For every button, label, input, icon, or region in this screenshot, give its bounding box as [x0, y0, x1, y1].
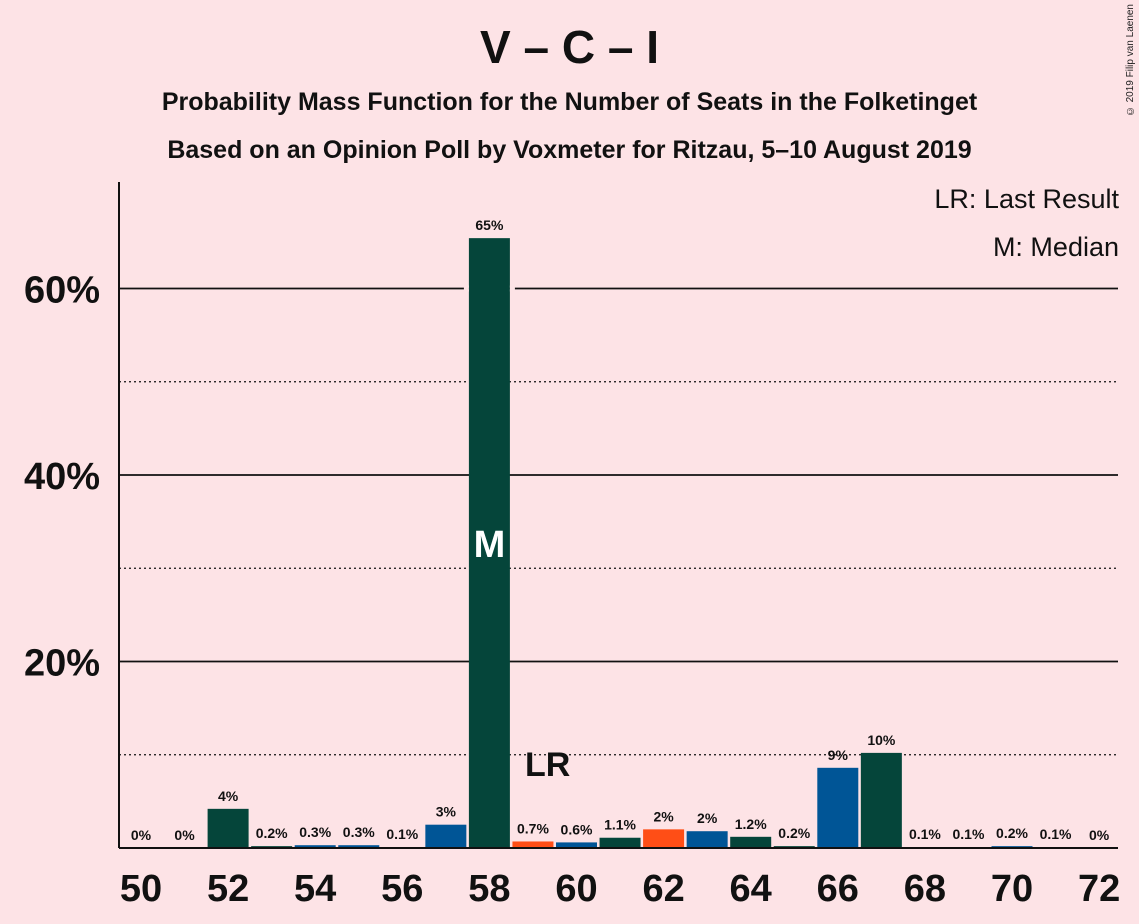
bar: [599, 837, 641, 848]
x-tick-label: 66: [817, 868, 859, 910]
data-label: 9%: [828, 747, 849, 763]
x-tick-label: 64: [730, 868, 772, 910]
data-label: 0%: [174, 827, 195, 843]
x-tick-label: 68: [904, 868, 946, 910]
bar: [730, 836, 772, 848]
data-label: 3%: [436, 804, 457, 820]
chart-title: V – C – I: [480, 21, 659, 73]
data-label: 0%: [1089, 827, 1110, 843]
median-gap: [463, 285, 469, 292]
x-tick-label: 50: [120, 868, 162, 910]
bar: [294, 845, 336, 848]
data-label: 65%: [475, 217, 504, 233]
y-tick-label: 20%: [24, 643, 100, 685]
bar: [468, 238, 510, 848]
bar: [643, 829, 685, 848]
data-label: 2%: [653, 808, 674, 824]
bar: [207, 808, 249, 848]
y-tick-label: 60%: [24, 270, 100, 312]
last-result-marker: LR: [525, 746, 570, 784]
data-label: 2%: [697, 810, 718, 826]
data-label: 0.2%: [256, 825, 288, 841]
data-label: 0.6%: [561, 821, 593, 837]
data-label: 1.2%: [735, 816, 767, 832]
data-label: 0.3%: [299, 824, 331, 840]
data-label: 0.2%: [996, 825, 1028, 841]
bar: [338, 845, 380, 848]
data-label: 0.3%: [343, 824, 375, 840]
x-tick-label: 56: [381, 868, 423, 910]
y-tick-label: 40%: [24, 456, 100, 498]
data-label: 0.1%: [1040, 826, 1072, 842]
bar: [817, 767, 859, 848]
bar: [425, 824, 467, 848]
data-label: 4%: [218, 788, 239, 804]
data-label: 0.1%: [952, 826, 984, 842]
x-tick-label: 72: [1078, 868, 1120, 910]
data-label: 0.1%: [909, 826, 941, 842]
data-label: 10%: [867, 732, 896, 748]
legend-median: M: Median: [992, 232, 1119, 262]
chart-subtitle-1: Probability Mass Function for the Number…: [161, 88, 978, 116]
x-tick-label: 54: [294, 868, 336, 910]
data-label: 0.1%: [386, 826, 418, 842]
chart-subtitle-2: Based on an Opinion Poll by Voxmeter for…: [167, 136, 972, 164]
median-gap: [509, 285, 515, 292]
bar: [860, 752, 902, 848]
median-marker: M: [474, 524, 506, 566]
x-tick-label: 60: [555, 868, 597, 910]
x-tick-label: 70: [991, 868, 1033, 910]
data-label: 1.1%: [604, 817, 636, 833]
x-tick-label: 62: [642, 868, 684, 910]
bar: [686, 831, 728, 848]
bar: [512, 841, 554, 848]
data-label: 0%: [131, 827, 152, 843]
legend-last-result: LR: Last Result: [934, 184, 1119, 214]
data-label: 0.2%: [778, 825, 810, 841]
x-tick-label: 52: [207, 868, 249, 910]
bar: [556, 842, 597, 848]
data-label: 0.7%: [517, 820, 549, 836]
x-tick-label: 58: [468, 868, 510, 910]
